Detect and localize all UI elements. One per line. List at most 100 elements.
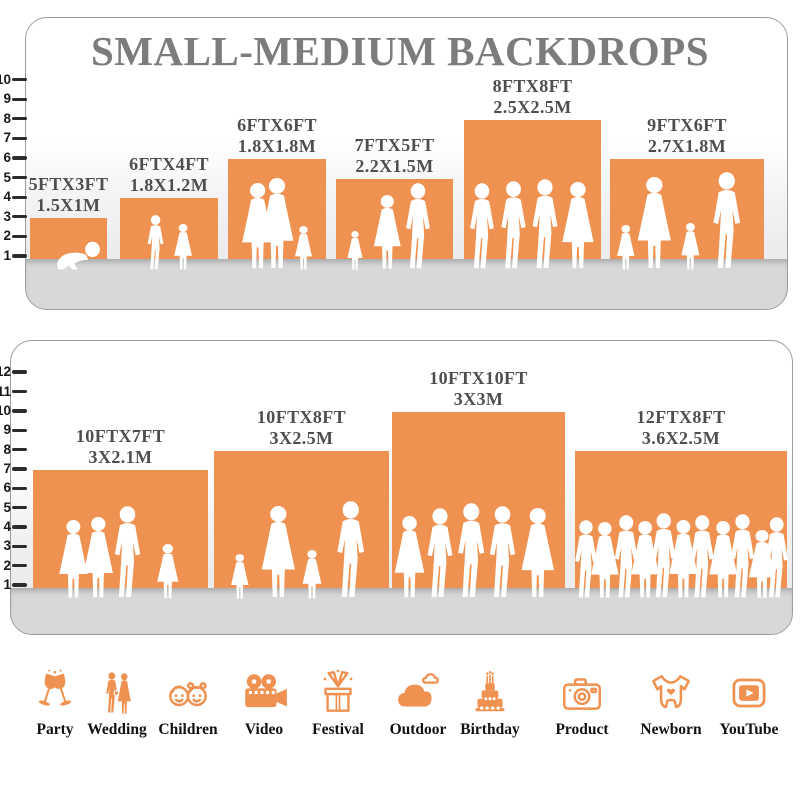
axis-number: 11 xyxy=(0,383,11,399)
axis-number: 1 xyxy=(3,577,11,592)
axis-tick xyxy=(12,525,27,529)
axis-number: 4 xyxy=(3,518,11,534)
axis-number: 7 xyxy=(3,460,11,476)
category-label: Newborn xyxy=(640,721,702,738)
axis-tick xyxy=(12,563,27,568)
birthday-icon xyxy=(465,668,515,718)
person-silhouette-man xyxy=(337,501,364,597)
size-m-text: 3X2.5M xyxy=(269,427,334,448)
category-label: Festival xyxy=(312,721,364,738)
person-silhouette-girl xyxy=(347,231,363,270)
backdrop-size-label: 10FTX7FT 3X2.1M xyxy=(11,426,231,468)
axis-tick xyxy=(12,175,27,180)
wedding-icon xyxy=(92,668,142,718)
axis-number: 2 xyxy=(3,228,11,244)
axis-tick xyxy=(12,195,27,199)
size-ft-text: 10FTX10FT xyxy=(429,367,528,388)
category-festival: Festival xyxy=(296,668,380,739)
person-silhouette-girl xyxy=(157,544,179,599)
axis-tick xyxy=(12,117,27,121)
axis-number: 5 xyxy=(3,169,11,185)
axis-number: 6 xyxy=(3,150,11,165)
size-m-text: 3.6X2.5M xyxy=(641,427,721,448)
category-newborn: Newborn xyxy=(629,668,713,739)
person-silhouette-man xyxy=(765,517,788,598)
party-icon xyxy=(30,668,80,718)
axis-tick xyxy=(12,215,27,219)
axis-number: 10 xyxy=(0,71,11,87)
axis-tick xyxy=(12,156,27,160)
category-label: Children xyxy=(158,721,218,738)
backdrop-size-label: 12FTX8FT 3.6X2.5M xyxy=(571,407,791,449)
axis-tick xyxy=(12,447,27,452)
youtube-icon xyxy=(724,668,774,718)
size-ft-text: 9FTX6FT xyxy=(647,115,727,135)
axis-tick xyxy=(12,389,27,394)
category-youtube: YouTube xyxy=(707,668,791,739)
category-label: Outdoor xyxy=(389,721,447,738)
person-silhouette-girl xyxy=(231,554,249,599)
category-label: YouTube xyxy=(719,721,779,738)
axis-tick xyxy=(12,544,27,548)
backdrop-size-label: 6FTX6FT 1.8X1.8M xyxy=(167,115,387,157)
category-birthday: Birthday xyxy=(448,668,532,739)
axis-tick xyxy=(12,409,27,413)
category-label: Product xyxy=(555,721,609,738)
size-ft-text: 10FTX7FT xyxy=(75,425,166,446)
backdrop-size-label: 8FTX8FT 2.5X2.5M xyxy=(423,76,643,118)
axis-number: 3 xyxy=(3,208,11,224)
video-icon xyxy=(239,668,289,718)
person-silhouette-boy xyxy=(147,215,164,270)
newborn-icon xyxy=(646,668,696,718)
category-product: Product xyxy=(540,668,624,739)
size-m-text: 1.5X1M xyxy=(36,194,101,215)
backdrop-size-label: 5FTX3FT 1.5X1M xyxy=(26,174,179,216)
person-silhouette-woman xyxy=(561,182,594,269)
axis-number: 5 xyxy=(3,499,11,515)
axis-tick xyxy=(12,505,27,510)
person-silhouette-baby xyxy=(56,241,100,270)
category-party: Party xyxy=(13,668,97,739)
backdrop-size-label: 6FTX4FT 1.8X1.2M xyxy=(59,154,279,196)
size-m-text: 2.2X1.5M xyxy=(355,155,434,176)
axis-number: 2 xyxy=(3,557,11,573)
person-silhouette-girl xyxy=(173,224,192,270)
person-silhouette-girl xyxy=(302,550,322,599)
panel-background: 10FTX7FT 3X2.1M 10FTX8FT 3X2.5M 10FTX10FT 3X3… xyxy=(10,340,793,635)
person-silhouette-girl xyxy=(294,226,312,270)
axis-number: 1 xyxy=(3,248,11,263)
backdrop-size-label: 10FTX10FT 3X3M xyxy=(369,368,589,410)
backdrop-size-label: 10FTX8FT 3X2.5M xyxy=(192,407,412,449)
axis-tick xyxy=(12,370,27,374)
size-m-text: 3X2.1M xyxy=(88,446,153,467)
person-silhouette-woman xyxy=(638,177,672,269)
category-video: Video xyxy=(222,668,306,739)
axis-tick xyxy=(12,486,27,490)
size-m-text: 3X3M xyxy=(453,388,504,409)
axis-tick xyxy=(12,254,27,258)
size-m-text: 1.8X1.2M xyxy=(129,175,209,196)
axis-number: 4 xyxy=(3,189,11,205)
axis-number: 8 xyxy=(3,441,11,457)
person-silhouette-woman xyxy=(521,508,554,598)
axis-number: 9 xyxy=(3,422,11,438)
size-ft-text: 6FTX6FT xyxy=(237,115,317,135)
category-label: Video xyxy=(244,721,284,738)
panel-background: 5FTX3FT 1.5X1M 6FTX4FT 1.8X1.2M 6FTX6FT 1.8X1… xyxy=(25,17,788,310)
axis-number: 10 xyxy=(0,402,11,418)
axis-number: 8 xyxy=(3,110,11,126)
page-title: SMALL-MEDIUM BACKDROPS xyxy=(90,28,710,74)
axis-tick xyxy=(12,77,27,82)
axis-tick xyxy=(12,583,27,587)
size-m-text: 2.7X1.8M xyxy=(647,136,727,156)
person-silhouette-man xyxy=(114,506,141,598)
product-icon xyxy=(557,668,607,718)
size-m-text: 1.8X1.8M xyxy=(237,136,317,156)
axis-tick xyxy=(12,467,27,471)
axis-tick xyxy=(12,97,27,101)
category-label: Party xyxy=(36,721,74,738)
person-silhouette-man xyxy=(406,183,430,269)
axis-tick xyxy=(12,428,27,432)
outdoor-icon xyxy=(393,668,443,718)
